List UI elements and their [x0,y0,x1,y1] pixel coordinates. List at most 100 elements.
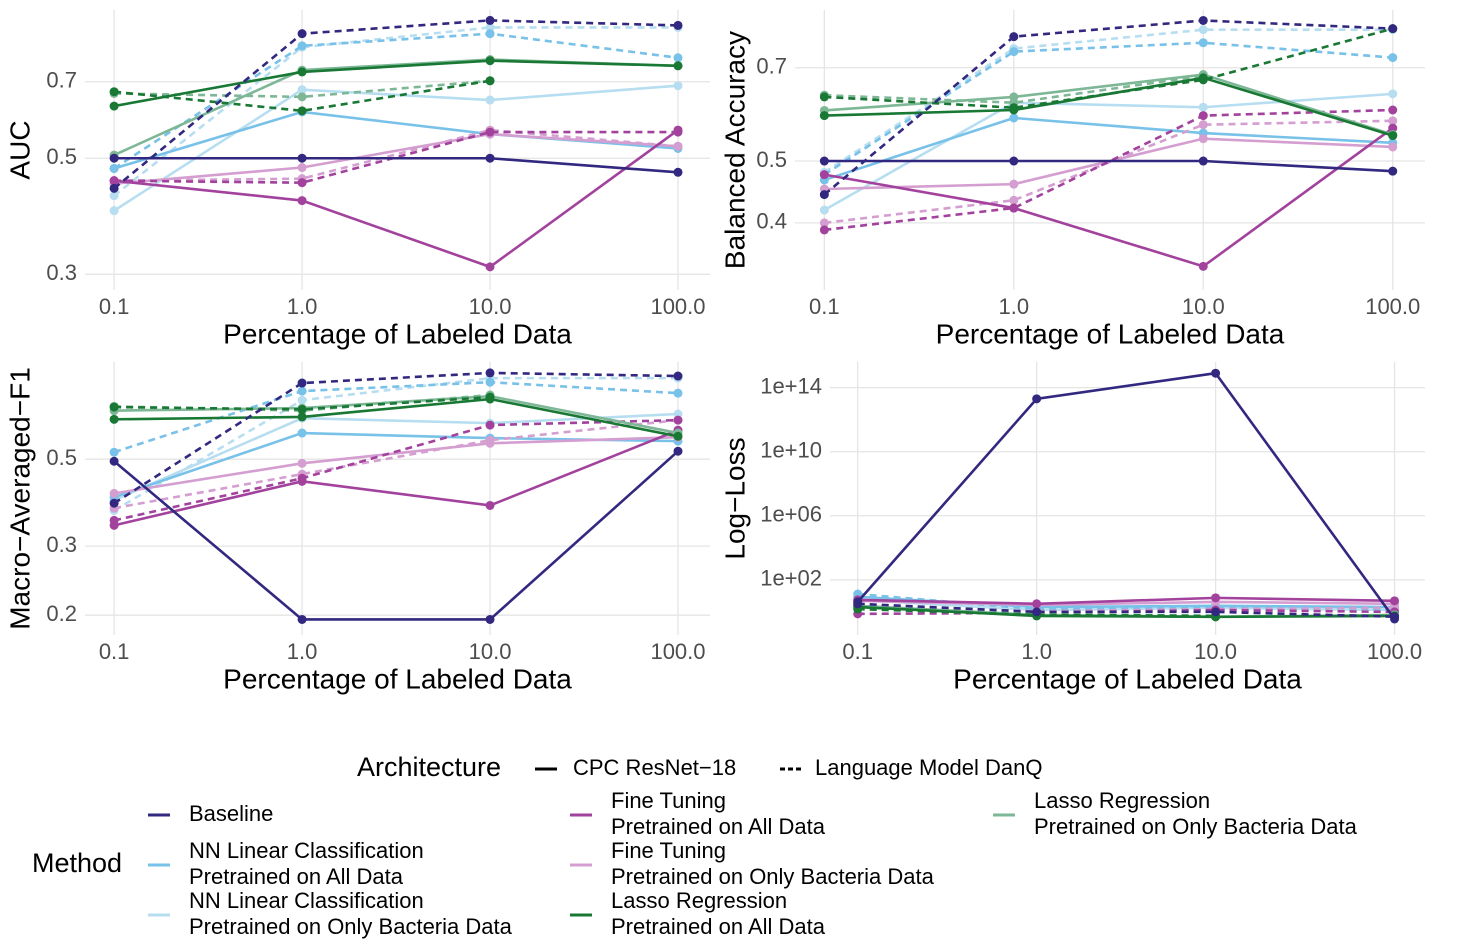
data-point [1198,15,1208,25]
series-line [114,395,491,411]
data-point [485,500,495,510]
data-point [1009,103,1019,113]
data-point [673,415,683,425]
data-point [1198,156,1208,166]
panel: 0.3 0.5 0.7 0.1 1.0 10.0 100.0 Percentage of La… [4,10,710,349]
legend-title: Method [32,848,122,878]
series-line [113,376,678,512]
legend-title: Architecture [357,752,501,782]
y-tick-label: 1e+06 [760,502,822,527]
data-point [297,386,307,396]
legend-label: NN Linear Classification [189,838,424,863]
data-point [485,127,495,137]
series-line [823,28,1393,174]
x-axis-title: Percentage of Labeled Data [223,663,572,694]
series-line [113,371,679,505]
data-point [297,196,307,206]
data-point [1388,142,1398,152]
data-point [297,614,307,624]
legend-label: Pretrained on Only Bacteria Data [611,864,935,889]
x-tick-label: 10.0 [1194,639,1237,664]
data-point [819,218,829,228]
data-point [673,61,683,71]
series-line [823,116,1393,182]
data-point [485,614,495,624]
series-line [113,59,679,108]
series-line [113,412,679,502]
y-tick-label: 1e+10 [760,438,822,463]
y-axis-title: Balanced Accuracy [719,31,750,269]
data-point [485,15,495,25]
data-point [297,178,307,188]
series-line [113,129,679,269]
data-point [1009,203,1019,213]
y-tick-label: 0.7 [756,54,787,79]
data-point [297,404,307,414]
legend-label: Pretrained on All Data [611,914,826,939]
data-point [297,153,307,163]
data-point [297,85,307,95]
series-line [823,19,1393,196]
data-point [297,428,307,438]
data-point [297,378,307,388]
series-line [824,76,1394,137]
data-point [297,67,307,77]
data-point [1388,116,1398,126]
data-point [485,420,495,430]
y-tick-label: 0.5 [46,445,77,470]
data-point [485,392,495,402]
legend-label: Baseline [189,801,273,826]
y-axis-title: Log−Loss [719,437,750,559]
legend-label: Fine Tuning [611,788,726,813]
data-point [1009,179,1019,189]
x-tick-label: 100.0 [650,294,705,319]
series-line [113,380,679,454]
data-point [297,163,307,173]
legend-label: Pretrained on All Data [611,814,826,839]
data-point [673,388,683,398]
series-line [113,32,679,170]
data-point [1009,32,1019,42]
data-point [297,29,307,39]
series-line [824,108,1393,232]
data-point [109,414,119,424]
series-line [113,79,491,113]
data-point [673,53,683,63]
data-point [819,190,829,200]
data-point [297,106,307,116]
data-point [297,473,307,483]
data-point [1198,38,1208,48]
x-tick-label: 100.0 [1367,639,1422,664]
legend-label: CPC ResNet−18 [573,755,736,780]
x-tick-label: 1.0 [1021,639,1052,664]
data-point [109,176,119,186]
x-tick-label: 100.0 [1365,294,1420,319]
data-point [819,205,829,215]
series-line [113,418,679,522]
y-tick-label: 1e+14 [760,373,822,398]
data-point [1388,24,1398,34]
data-point [109,402,119,412]
series-line [113,435,679,495]
data-point [819,225,829,235]
series-line [824,73,1394,136]
legend-label: Lasso Regression [1034,788,1210,813]
data-point [1009,47,1019,57]
series-line [113,19,679,190]
data-point [1032,599,1042,609]
data-point [109,488,119,498]
data-point [1032,394,1042,404]
data-point [1198,102,1208,112]
legend-label: Language Model DanQ [815,755,1043,780]
data-point [297,41,307,51]
data-point [1390,612,1400,622]
data-point [485,76,495,86]
data-point [819,111,829,121]
data-point [109,206,119,216]
data-point [109,191,119,201]
data-point [109,447,119,457]
legend: Architecture CPC ResNet−18 Language Model … [32,752,1358,939]
data-point [109,87,119,97]
data-point [485,153,495,163]
